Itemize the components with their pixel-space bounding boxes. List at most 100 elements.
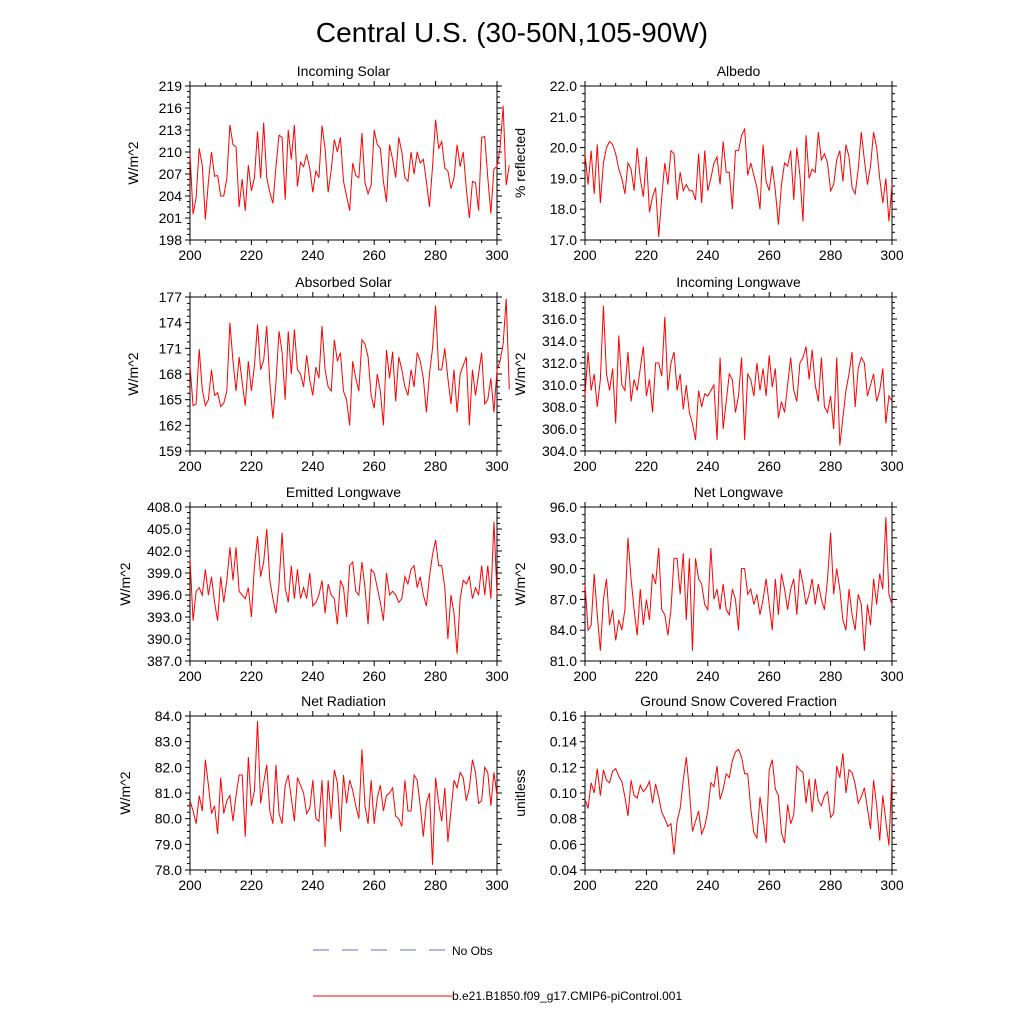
y-tick-label: 80.0 (155, 811, 182, 827)
y-tick-label: 318.0 (542, 289, 577, 305)
x-tick-label: 260 (363, 247, 387, 263)
y-tick-label: 21.0 (550, 109, 577, 125)
y-tick-label: 83.0 (155, 734, 182, 750)
y-tick-label: 79.0 (155, 836, 182, 852)
y-axis-label: W/m^2 (125, 141, 141, 184)
x-tick-label: 260 (363, 668, 387, 684)
x-tick-label: 240 (301, 458, 325, 474)
panel-title: Net Longwave (694, 484, 784, 500)
y-tick-label: 0.10 (550, 785, 577, 801)
panel-incoming-solar: Incoming Solar 200 220 240 260 280 300 198 201 20… (125, 63, 510, 263)
y-tick-label: 0.16 (550, 708, 577, 724)
y-tick-label: 308.0 (542, 399, 577, 415)
x-tick-label: 280 (424, 458, 448, 474)
panel-incoming-longwave: Incoming Longwave 200 220 240 260 280 300 304.0… (512, 274, 904, 474)
panel-title: Incoming Solar (297, 63, 391, 79)
x-tick-label: 240 (696, 877, 720, 893)
panel-title: Emitted Longwave (286, 484, 401, 500)
y-axis-label: W/m^2 (125, 352, 141, 395)
panel-albedo: Albedo 200 220 240 260 280 300 17.0 18.0 19.0 20.0… (512, 63, 904, 263)
y-tick-label: 17.0 (550, 232, 577, 248)
y-tick-label: 402.0 (147, 543, 182, 559)
x-tick-label: 280 (819, 877, 843, 893)
x-tick-label: 220 (240, 668, 264, 684)
x-tick-label: 240 (301, 877, 325, 893)
y-tick-label: 81.0 (155, 785, 182, 801)
y-tick-label: 396.0 (147, 587, 182, 603)
y-tick-label: 304.0 (542, 443, 577, 459)
series-line-0 (584, 748, 893, 855)
panel-title: Net Radiation (301, 693, 386, 709)
y-tick-label: 96.0 (550, 499, 577, 515)
series-line-0 (189, 521, 498, 654)
x-tick-label: 260 (758, 668, 782, 684)
x-tick-label: 200 (573, 877, 597, 893)
y-tick-label: 393.0 (147, 609, 182, 625)
y-tick-label: 314.0 (542, 333, 577, 349)
x-tick-label: 200 (573, 247, 597, 263)
x-tick-label: 280 (819, 668, 843, 684)
y-axis-label: % reflected (512, 128, 528, 198)
y-axis-label: W/m^2 (117, 562, 133, 605)
x-tick-label: 240 (696, 458, 720, 474)
y-tick-label: 198 (159, 232, 183, 248)
panel-title: Absorbed Solar (295, 274, 392, 290)
series-line-0 (584, 517, 893, 651)
y-tick-label: 219 (159, 78, 183, 94)
y-tick-label: 84.0 (550, 622, 577, 638)
legend-label-no-obs: No Obs (452, 944, 493, 958)
y-tick-label: 387.0 (147, 653, 182, 669)
y-axis-label: W/m^2 (512, 352, 528, 395)
y-axis-label: unitless (512, 769, 528, 816)
series-line-0 (189, 721, 498, 865)
x-tick-label: 200 (178, 668, 202, 684)
panel-ground-snow-covered-fraction: Ground Snow Covered Fraction 200 220 240 260… (512, 693, 904, 893)
x-tick-label: 200 (573, 668, 597, 684)
series-line-0 (189, 298, 510, 426)
y-tick-label: 177 (159, 289, 183, 305)
y-tick-label: 213 (159, 122, 183, 138)
x-tick-label: 280 (819, 458, 843, 474)
x-tick-label: 200 (178, 247, 202, 263)
panel-emitted-longwave: Emitted Longwave 200 220 240 260 280 300 387.0 3… (117, 484, 509, 684)
plot-frame (189, 506, 498, 662)
y-tick-label: 165 (159, 392, 183, 408)
x-tick-label: 300 (485, 458, 509, 474)
x-tick-label: 240 (301, 247, 325, 263)
y-tick-label: 216 (159, 100, 183, 116)
x-tick-label: 240 (696, 668, 720, 684)
x-tick-label: 300 (880, 668, 904, 684)
x-tick-label: 240 (696, 247, 720, 263)
x-tick-label: 220 (240, 247, 264, 263)
x-tick-label: 280 (424, 877, 448, 893)
series-line-0 (584, 305, 893, 446)
y-tick-label: 90.0 (550, 561, 577, 577)
panel-title: Incoming Longwave (676, 274, 801, 290)
y-tick-label: 87.0 (550, 591, 577, 607)
y-tick-label: 201 (159, 210, 183, 226)
y-tick-label: 204 (159, 188, 183, 204)
x-tick-label: 300 (485, 247, 509, 263)
y-axis-label: W/m^2 (512, 562, 528, 605)
y-tick-label: 174 (159, 315, 183, 331)
x-tick-label: 280 (819, 247, 843, 263)
x-tick-label: 200 (178, 877, 202, 893)
x-tick-label: 260 (363, 877, 387, 893)
panels: Incoming Solar 200 220 240 260 280 300 198 201 20… (117, 63, 904, 893)
y-tick-label: 0.04 (550, 862, 577, 878)
y-tick-label: 162 (159, 417, 183, 433)
y-tick-label: 0.14 (550, 734, 577, 750)
y-tick-label: 22.0 (550, 78, 577, 94)
y-tick-label: 306.0 (542, 421, 577, 437)
plot-frame (189, 85, 498, 241)
figure-title: Central U.S. (30-50N,105-90W) (316, 17, 708, 48)
x-tick-label: 260 (758, 458, 782, 474)
x-tick-label: 220 (240, 877, 264, 893)
y-tick-label: 159 (159, 443, 183, 459)
x-tick-label: 280 (424, 247, 448, 263)
y-tick-label: 19.0 (550, 170, 577, 186)
x-tick-label: 260 (758, 877, 782, 893)
panel-title: Ground Snow Covered Fraction (640, 693, 837, 709)
y-tick-label: 171 (159, 340, 183, 356)
